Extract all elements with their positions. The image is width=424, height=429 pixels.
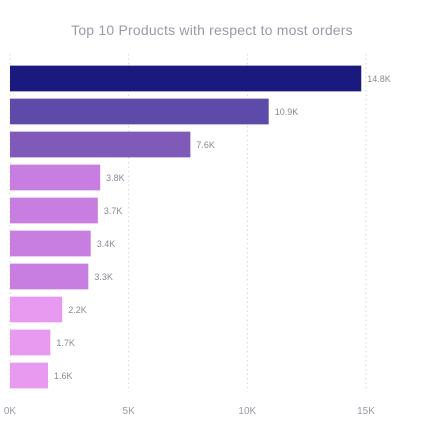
bar-value-label: 3.3K bbox=[94, 272, 113, 282]
bar-value-label: 1.6K bbox=[54, 371, 73, 381]
bar-value-label: 3.4K bbox=[97, 239, 116, 249]
x-tick-label: 15K bbox=[357, 406, 375, 417]
bar-value-label: 3.7K bbox=[104, 206, 123, 216]
x-tick-label: 5K bbox=[123, 406, 136, 417]
bar-value-label: 10.9K bbox=[275, 107, 299, 117]
label-layer: 14.8K 10.9K 7.6K 3.8K 3.7K 3.4K 3.3K 2.2K 1.7K 1.… bbox=[54, 74, 391, 381]
bar-4[interactable] bbox=[10, 164, 101, 191]
bar-8[interactable] bbox=[10, 296, 63, 323]
tick-layer: 0K 5K 10K 15K bbox=[4, 406, 375, 417]
bar-value-label: 1.7K bbox=[56, 338, 75, 348]
bar-6[interactable] bbox=[10, 230, 91, 257]
bar-layer bbox=[10, 65, 362, 389]
bar-1[interactable] bbox=[10, 65, 362, 92]
bar-10[interactable] bbox=[10, 362, 48, 389]
bar-2[interactable] bbox=[10, 98, 269, 125]
chart-title: Top 10 Products with respect to most ord… bbox=[71, 22, 353, 38]
bar-7[interactable] bbox=[10, 263, 89, 290]
bar-9[interactable] bbox=[10, 329, 51, 356]
bar-value-label: 7.6K bbox=[196, 140, 215, 150]
bar-value-label: 3.8K bbox=[106, 173, 125, 183]
bar-value-label: 2.2K bbox=[68, 305, 87, 315]
bar-3[interactable] bbox=[10, 131, 191, 158]
bar-value-label: 14.8K bbox=[367, 74, 391, 84]
x-tick-label: 0K bbox=[4, 406, 17, 417]
bar-5[interactable] bbox=[10, 197, 98, 224]
x-tick-label: 10K bbox=[238, 406, 256, 417]
